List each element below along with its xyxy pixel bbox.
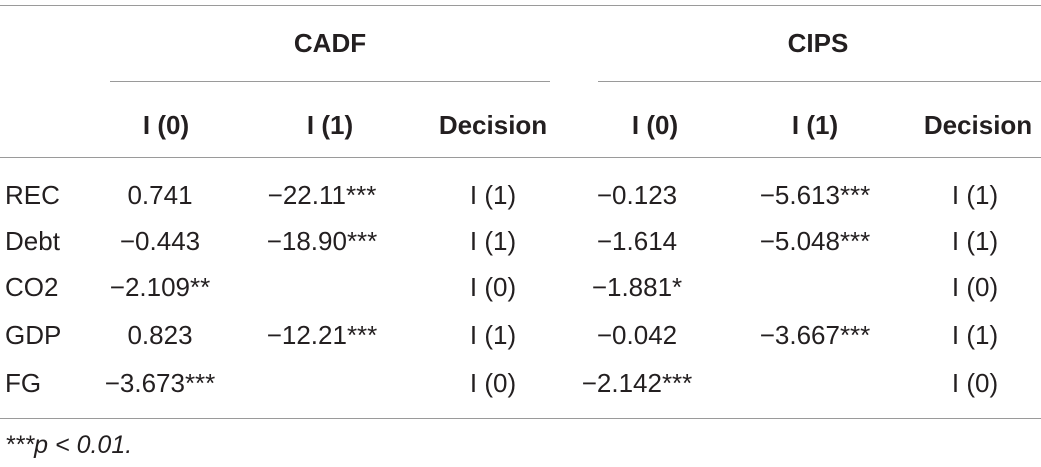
- cell-cadf-decision: I (1): [469, 226, 517, 256]
- subheader-cips-decision: Decision: [923, 110, 1033, 140]
- cell-cips-i1: −5.613***: [759, 180, 871, 210]
- cell-cips-decision: I (1): [951, 226, 999, 256]
- row-label: FG: [5, 368, 42, 398]
- cips-group-rule: [598, 81, 1041, 82]
- row-label: CO2: [5, 272, 59, 302]
- cell-cips-i0: −1.614: [596, 226, 678, 256]
- cell-cadf-i1: −12.21***: [266, 320, 378, 350]
- subheader-cadf-i1: I (1): [306, 110, 354, 140]
- cell-cips-decision: I (0): [951, 368, 999, 398]
- cell-cips-i1: −3.667***: [759, 320, 871, 350]
- header-bottom-rule: [0, 157, 1041, 158]
- cell-cadf-decision: I (1): [469, 320, 517, 350]
- cell-cadf-i0: −3.673***: [104, 368, 216, 398]
- subheader-cadf-decision: Decision: [438, 110, 548, 140]
- row-label: REC: [5, 180, 60, 210]
- cell-cips-i0: −2.142***: [581, 368, 693, 398]
- cell-cips-i0: −0.042: [596, 320, 678, 350]
- table-footnote: ***p < 0.01.: [5, 431, 133, 459]
- header-cips: CIPS: [787, 28, 849, 58]
- row-label: Debt: [5, 226, 60, 256]
- cell-cadf-i1: −18.90***: [266, 226, 378, 256]
- subheader-cips-i1: I (1): [791, 110, 839, 140]
- cadf-group-rule: [110, 81, 550, 82]
- cell-cips-decision: I (1): [951, 320, 999, 350]
- cell-cips-i1: −5.048***: [759, 226, 871, 256]
- cell-cadf-decision: I (0): [469, 272, 517, 302]
- cell-cadf-decision: I (0): [469, 368, 517, 398]
- header-cadf: CADF: [293, 28, 367, 58]
- cell-cips-decision: I (0): [951, 272, 999, 302]
- cell-cadf-i0: −2.109**: [109, 272, 211, 302]
- cell-cadf-i0: 0.741: [127, 180, 193, 210]
- cell-cadf-i0: 0.823: [127, 320, 193, 350]
- top-rule: [0, 5, 1041, 6]
- table-bottom-rule: [0, 418, 1041, 419]
- cell-cadf-i1: −22.11***: [267, 180, 377, 210]
- cell-cips-i0: −1.881*: [591, 272, 683, 302]
- cell-cadf-decision: I (1): [469, 180, 517, 210]
- cell-cips-decision: I (1): [951, 180, 999, 210]
- row-label: GDP: [5, 320, 62, 350]
- subheader-cadf-i0: I (0): [142, 110, 190, 140]
- cell-cips-i0: −0.123: [596, 180, 678, 210]
- cell-cadf-i0: −0.443: [119, 226, 201, 256]
- subheader-cips-i0: I (0): [631, 110, 679, 140]
